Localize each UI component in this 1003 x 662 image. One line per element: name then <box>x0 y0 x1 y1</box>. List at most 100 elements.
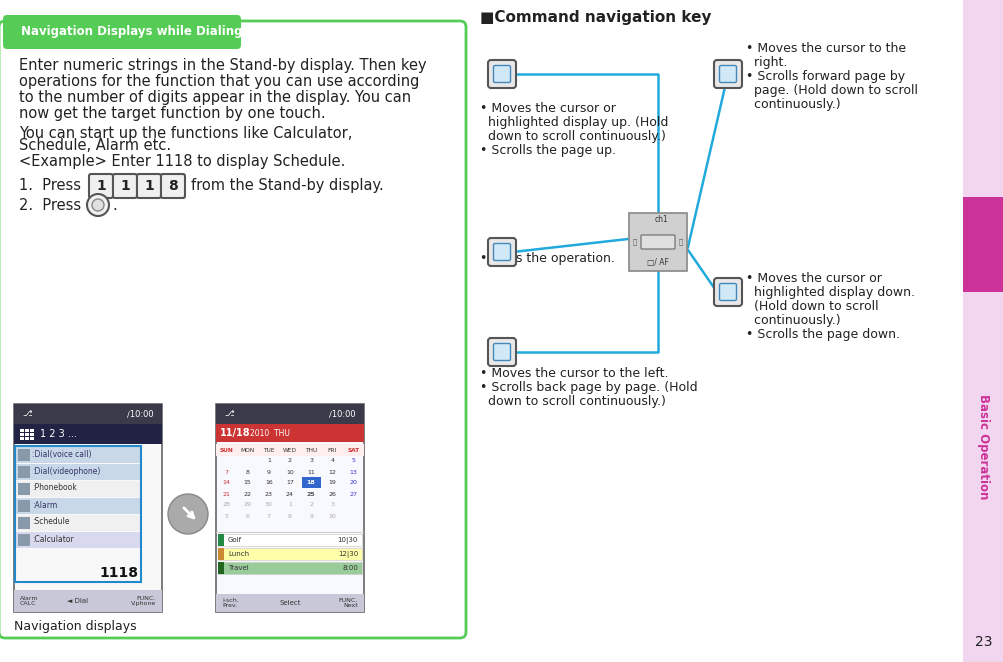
FancyBboxPatch shape <box>493 344 510 361</box>
FancyBboxPatch shape <box>640 235 674 249</box>
FancyBboxPatch shape <box>136 174 160 198</box>
Bar <box>218 534 224 546</box>
Text: 9: 9 <box>309 514 313 518</box>
Bar <box>18 483 30 495</box>
Text: ■Command navigation key: ■Command navigation key <box>479 10 711 25</box>
Text: 15: 15 <box>244 481 252 485</box>
Text: Alarm
CALC: Alarm CALC <box>20 596 38 606</box>
Bar <box>15 446 140 582</box>
Text: 2010  THU: 2010 THU <box>250 428 290 438</box>
Text: 16: 16 <box>265 481 273 485</box>
Text: □/ AF: □/ AF <box>646 258 668 267</box>
Bar <box>18 466 30 478</box>
FancyBboxPatch shape <box>719 283 736 301</box>
Text: Golf: Golf <box>228 537 242 543</box>
Text: 28: 28 <box>223 502 231 508</box>
Text: continuously.): continuously.) <box>745 98 840 111</box>
FancyBboxPatch shape <box>89 174 113 198</box>
Text: 1: 1 <box>267 459 271 463</box>
Bar <box>218 562 224 574</box>
Bar <box>18 449 30 461</box>
Bar <box>20 429 24 432</box>
Text: ch1: ch1 <box>654 214 667 224</box>
Text: FUNC.
Next: FUNC. Next <box>338 598 358 608</box>
Text: highlighted display up. (Hold: highlighted display up. (Hold <box>479 116 668 129</box>
Text: Enter numeric strings in the Stand-by display. Then key: Enter numeric strings in the Stand-by di… <box>19 58 426 73</box>
Text: now get the target function by one touch.: now get the target function by one touch… <box>19 106 325 121</box>
Text: • Scrolls the page down.: • Scrolls the page down. <box>745 328 899 341</box>
Text: FUNC.
V.phone: FUNC. V.phone <box>130 596 155 606</box>
Text: • Moves the cursor or: • Moves the cursor or <box>479 102 615 115</box>
Bar <box>18 517 30 529</box>
Text: 10|30: 10|30 <box>337 536 358 544</box>
Bar <box>20 433 24 436</box>
Bar <box>218 548 224 560</box>
FancyBboxPatch shape <box>487 60 516 88</box>
FancyBboxPatch shape <box>493 66 510 83</box>
Text: SAT: SAT <box>347 448 359 453</box>
Text: 3: 3 <box>330 502 334 508</box>
Text: You can start up the functions like Calculator,: You can start up the functions like Calc… <box>19 126 352 141</box>
Bar <box>301 477 320 488</box>
Text: to the number of digits appear in the display. You can: to the number of digits appear in the di… <box>19 90 410 105</box>
Text: 19: 19 <box>328 481 336 485</box>
Bar <box>962 0 1003 662</box>
Text: 5: 5 <box>225 514 229 518</box>
Text: 13: 13 <box>349 469 357 475</box>
Text: 30: 30 <box>265 502 273 508</box>
Text: 1: 1 <box>288 502 292 508</box>
Text: 12|30: 12|30 <box>337 551 358 557</box>
Text: 2: 2 <box>288 459 292 463</box>
Text: i-sch.
Prev.: i-sch. Prev. <box>222 598 239 608</box>
Text: 22: 22 <box>244 491 252 496</box>
Text: continuously.): continuously.) <box>745 314 840 327</box>
Text: <Example> Enter 1118 to display Schedule.: <Example> Enter 1118 to display Schedule… <box>19 154 345 169</box>
Bar <box>962 197 1003 292</box>
Text: ∕10:00: ∕10:00 <box>127 410 153 418</box>
Text: ➕: ➕ <box>632 239 637 246</box>
FancyBboxPatch shape <box>487 338 516 366</box>
Bar <box>16 498 139 514</box>
Text: 2.  Press: 2. Press <box>19 198 81 213</box>
Text: 9: 9 <box>267 469 271 475</box>
Text: ⎇: ⎇ <box>22 410 31 418</box>
Text: :Dial(voice call): :Dial(voice call) <box>32 449 91 459</box>
Text: 5: 5 <box>351 459 355 463</box>
Text: 1: 1 <box>96 179 105 193</box>
Text: Schedule, Alarm etc.: Schedule, Alarm etc. <box>19 138 171 153</box>
Bar <box>218 534 362 546</box>
Circle shape <box>87 194 109 216</box>
Text: FRI: FRI <box>327 448 337 453</box>
Circle shape <box>168 494 208 534</box>
Text: 1: 1 <box>144 179 153 193</box>
Text: ⎇: ⎇ <box>224 410 234 418</box>
Text: Navigation displays: Navigation displays <box>14 620 136 633</box>
Text: 20: 20 <box>349 481 357 485</box>
Text: 25: 25 <box>307 491 315 496</box>
Bar <box>18 500 30 512</box>
Text: 27: 27 <box>349 491 357 496</box>
Text: 6: 6 <box>246 514 250 518</box>
Text: 11: 11 <box>307 469 315 475</box>
Text: 23: 23 <box>265 491 273 496</box>
Text: 8:00: 8:00 <box>342 565 358 571</box>
Text: WED: WED <box>283 448 297 453</box>
Text: Basic Operation: Basic Operation <box>976 395 989 500</box>
Text: down to scroll continuously.): down to scroll continuously.) <box>479 130 665 143</box>
Bar <box>25 437 29 440</box>
FancyBboxPatch shape <box>487 238 516 266</box>
Text: 1 2 3 ...: 1 2 3 ... <box>40 429 77 439</box>
Text: 29: 29 <box>244 502 252 508</box>
Text: 21: 21 <box>223 491 231 496</box>
Text: • Moves the cursor or: • Moves the cursor or <box>745 272 881 285</box>
Text: operations for the function that you can use according: operations for the function that you can… <box>19 74 419 89</box>
Bar <box>18 534 30 546</box>
Text: • Scrolls the page up.: • Scrolls the page up. <box>479 144 616 157</box>
Bar <box>216 444 364 456</box>
FancyBboxPatch shape <box>3 15 241 49</box>
Text: 17: 17 <box>286 481 294 485</box>
Bar <box>25 429 29 432</box>
Text: 1: 1 <box>120 179 129 193</box>
FancyBboxPatch shape <box>160 174 185 198</box>
Text: 4: 4 <box>330 459 334 463</box>
